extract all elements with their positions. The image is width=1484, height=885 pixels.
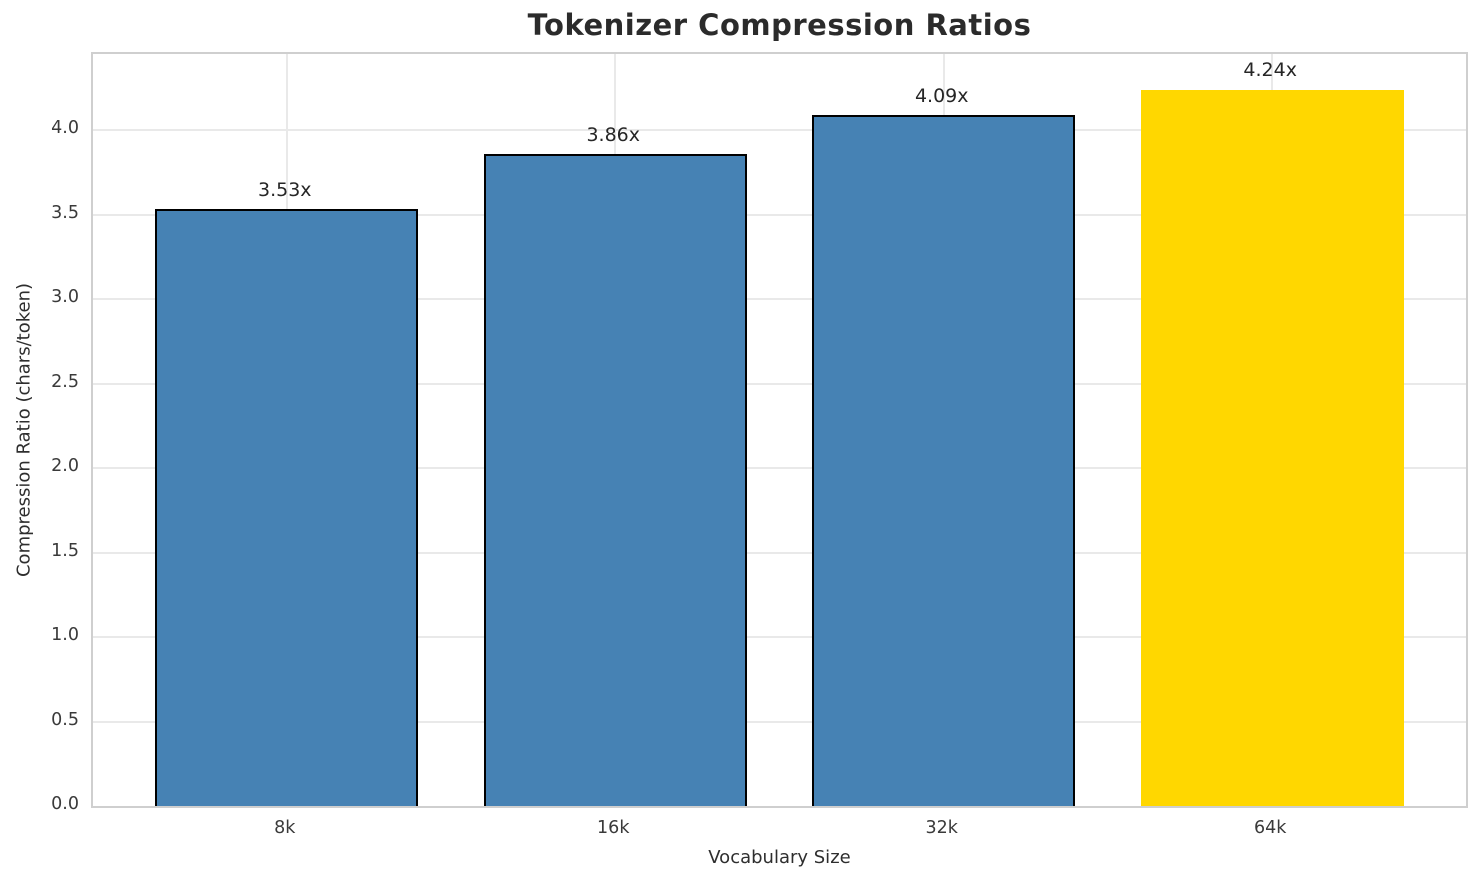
ytick-label-2.5: 2.5 bbox=[51, 371, 79, 392]
ytick-label-3.5: 3.5 bbox=[51, 202, 79, 223]
xtick-label-16k: 16k bbox=[597, 818, 630, 838]
plot-area bbox=[91, 52, 1468, 808]
bar-16k bbox=[483, 153, 747, 806]
x-axis-label: Vocabulary Size bbox=[708, 847, 851, 868]
gridline-h-3.0 bbox=[93, 298, 1466, 301]
bar-value-label-8k: 3.53x bbox=[258, 179, 312, 202]
bar-32k bbox=[812, 114, 1076, 806]
xtick-label-32k: 32k bbox=[925, 818, 958, 838]
bar-8k bbox=[155, 209, 419, 806]
gridline-h-3.5 bbox=[93, 213, 1466, 216]
ytick-label-2.0: 2.0 bbox=[51, 456, 79, 477]
gridline-h-2.5 bbox=[93, 382, 1466, 385]
gridline-h-4.0 bbox=[93, 129, 1466, 132]
bar-64k bbox=[1140, 89, 1404, 806]
gridline-h-1.5 bbox=[93, 551, 1466, 554]
ytick-label-0.0: 0.0 bbox=[51, 794, 79, 814]
ytick-label-1.5: 1.5 bbox=[51, 540, 79, 561]
xtick-label-8k: 8k bbox=[274, 818, 296, 838]
bar-value-label-16k: 3.86x bbox=[586, 123, 641, 146]
gridline-h-1.0 bbox=[93, 636, 1466, 638]
y-axis-label: Compression Ratio (chars/token) bbox=[13, 282, 35, 578]
ytick-label-3.0: 3.0 bbox=[51, 287, 79, 308]
gridline-h-2.0 bbox=[93, 467, 1466, 470]
bar-value-label-32k: 4.09x bbox=[914, 84, 969, 107]
chart-title: Tokenizer Compression Ratios bbox=[527, 8, 1032, 42]
ytick-label-1.0: 1.0 bbox=[51, 625, 79, 645]
ytick-label-0.5: 0.5 bbox=[51, 709, 79, 730]
gridline-h-0.5 bbox=[93, 720, 1466, 723]
xtick-label-64k: 64k bbox=[1254, 818, 1287, 838]
bar-value-label-64k: 4.24x bbox=[1243, 59, 1297, 82]
ytick-label-4.0: 4.0 bbox=[51, 118, 79, 139]
